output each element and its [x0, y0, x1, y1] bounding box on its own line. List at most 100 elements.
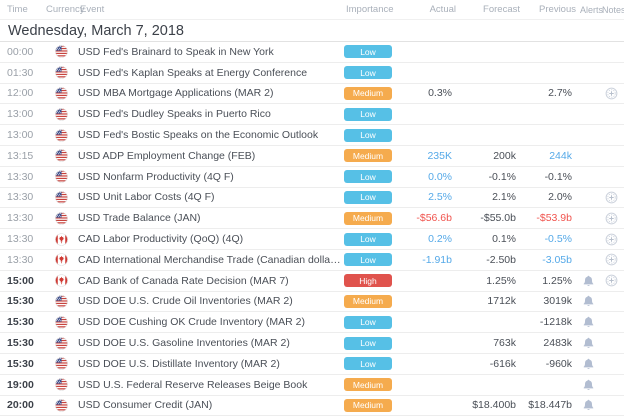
event-time: 01:30	[7, 66, 34, 79]
column-header-notes[interactable]: Notes	[602, 4, 624, 15]
note-cell[interactable]	[598, 253, 624, 266]
forecast-value: -0.1%	[488, 170, 516, 183]
bell-icon	[583, 337, 593, 349]
alert-cell[interactable]	[578, 379, 598, 391]
usd-flag-icon	[54, 378, 68, 391]
note-cell[interactable]	[598, 233, 624, 246]
event-row[interactable]: 13:30	[0, 167, 624, 188]
event-row[interactable]: 00:00	[0, 42, 624, 63]
event-currency	[44, 108, 78, 121]
forecast-value: -$55.0b	[480, 212, 516, 225]
event-time: 15:30	[7, 316, 34, 329]
event-row[interactable]: 01:30	[0, 63, 624, 84]
event-row[interactable]: 13:15	[0, 146, 624, 167]
importance-badge: Low	[344, 357, 392, 371]
event-currency	[44, 274, 78, 287]
actual-value: -$56.6b	[416, 212, 452, 225]
bell-icon	[583, 400, 593, 411]
actual-value: -1.91b	[422, 253, 452, 266]
note-cell[interactable]	[598, 191, 624, 204]
actual-value: 235K	[427, 149, 452, 162]
event-row[interactable]: 13:00	[0, 104, 624, 126]
usd-flag-icon	[54, 128, 68, 142]
importance-badge: Low	[344, 128, 392, 142]
previous-value: -$53.9b	[536, 212, 572, 225]
event-time: 00:00	[7, 45, 34, 58]
importance-badge: Low	[344, 107, 392, 121]
importance-cell: Medium	[344, 149, 400, 163]
previous-value: -3.05b	[542, 253, 572, 266]
bell-icon	[583, 275, 593, 286]
alert-cell[interactable]	[578, 275, 598, 287]
event-currency	[44, 87, 78, 100]
importance-cell: Medium	[344, 398, 400, 412]
alert-cell[interactable]	[578, 399, 598, 411]
usd-flag-icon	[54, 45, 68, 59]
note-cell[interactable]	[598, 212, 624, 225]
importance-badge: Medium	[344, 378, 392, 392]
alert-cell[interactable]	[578, 358, 598, 370]
event-row[interactable]: 12:00	[0, 84, 624, 105]
importance-cell: Low	[344, 190, 400, 204]
alert-cell[interactable]	[578, 295, 598, 307]
add-note-icon	[605, 233, 617, 245]
importance-badge: Low	[344, 66, 392, 80]
event-row[interactable]: 13:30	[0, 208, 624, 230]
column-header-actual[interactable]: Actual	[429, 4, 456, 15]
usd-flag-icon	[54, 191, 68, 204]
event-currency	[44, 357, 78, 371]
event-row[interactable]: 13:00	[0, 125, 624, 146]
importance-cell: Low	[344, 253, 400, 267]
event-row[interactable]: 13:30	[0, 188, 624, 209]
event-row[interactable]: 13:30	[0, 229, 624, 250]
importance-badge: Medium	[344, 294, 392, 308]
column-header-importance[interactable]: Importance	[346, 4, 394, 15]
event-row[interactable]: 19:00	[0, 375, 624, 396]
column-header-forecast[interactable]: Forecast	[483, 4, 520, 15]
event-title: USD DOE U.S. Distillate Inventory (MAR 2…	[78, 357, 280, 370]
importance-cell: Low	[344, 107, 400, 121]
cad-flag-icon	[54, 274, 68, 287]
event-row[interactable]: 15:30	[0, 292, 624, 313]
date-header: Wednesday, March 7, 2018	[0, 20, 624, 42]
usd-flag-icon	[54, 108, 68, 121]
event-time: 15:30	[7, 357, 34, 370]
previous-value: -0.1%	[544, 170, 572, 183]
event-row[interactable]: 15:00	[0, 271, 624, 292]
event-row[interactable]: 13:30	[0, 250, 624, 271]
note-cell[interactable]	[598, 274, 624, 287]
importance-cell: Medium	[344, 294, 400, 308]
event-title: USD DOE U.S. Crude Oil Inventories (MAR …	[78, 295, 293, 308]
event-row[interactable]: 15:30	[0, 333, 624, 354]
event-row[interactable]: 15:30	[0, 354, 624, 375]
event-time: 13:00	[7, 108, 34, 121]
column-header-time[interactable]: Time	[7, 4, 28, 15]
previous-value: $18.447b	[528, 399, 572, 412]
bell-icon	[583, 317, 593, 328]
importance-badge: High	[344, 274, 392, 288]
event-title: USD MBA Mortgage Applications (MAR 2)	[78, 87, 274, 100]
note-cell[interactable]	[598, 87, 624, 100]
event-currency	[44, 232, 78, 246]
column-header-currency[interactable]: Currency	[46, 4, 85, 15]
add-note-icon	[605, 87, 617, 100]
importance-cell: Medium	[344, 378, 400, 392]
previous-value: 244k	[549, 149, 572, 162]
column-header-event[interactable]: Event	[80, 4, 105, 15]
event-currency	[44, 66, 78, 79]
previous-value: 2.7%	[548, 87, 572, 100]
event-currency	[44, 45, 78, 59]
event-row[interactable]: 20:00	[0, 396, 624, 417]
event-currency	[44, 191, 78, 204]
event-currency	[44, 336, 78, 350]
column-header-alerts[interactable]: Alerts	[580, 4, 604, 15]
importance-badge: Low	[344, 45, 392, 59]
alert-cell[interactable]	[578, 316, 598, 328]
alert-cell[interactable]	[578, 337, 598, 349]
usd-flag-icon	[54, 316, 68, 329]
usd-flag-icon	[54, 399, 68, 412]
importance-badge: Medium	[344, 211, 392, 225]
importance-cell: Low	[344, 45, 400, 59]
column-header-previous[interactable]: Previous	[539, 4, 576, 15]
event-row[interactable]: 15:30	[0, 312, 624, 334]
